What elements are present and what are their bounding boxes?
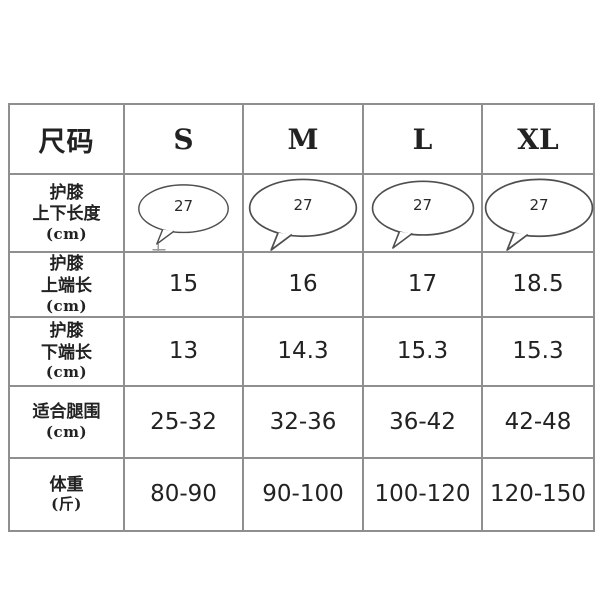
- value-cell: 25-32: [123, 384, 244, 459]
- value-cell: 100-120: [362, 456, 483, 532]
- value-cell: 27: [123, 173, 244, 253]
- table-row-overall-length: 护膝 上下长度 (cm) 27: [8, 173, 595, 253]
- header-row: 尺码 S M L XL: [8, 103, 595, 175]
- row-label-line: 护膝: [49, 254, 84, 273]
- value-cell: 27: [242, 173, 364, 253]
- value-cell: 13: [123, 315, 244, 387]
- table-row-top-length: 护膝 上端长 (cm) 15 16 17 18.5: [8, 251, 595, 318]
- value-cell: 18.5: [481, 251, 595, 318]
- row-label-leg-circumference: 适合腿围 (cm): [8, 384, 125, 459]
- value-cell: 27: [481, 173, 595, 253]
- value-cell: 36-42: [362, 384, 483, 459]
- value-cell: 15: [123, 251, 244, 318]
- value-cell: 32-36: [242, 384, 364, 459]
- speech-bubble-icon: 27: [370, 178, 476, 249]
- row-label-unit: (cm): [45, 422, 88, 441]
- table-row-bottom-length: 护膝 下端长 (cm) 13 14.3 15.3 15.3: [8, 315, 595, 387]
- value-cell: 15.3: [481, 315, 595, 387]
- table-row-leg-circumference: 适合腿围 (cm) 25-32 32-36 36-42 42-48: [8, 384, 595, 459]
- row-label-bottom-length: 护膝 下端长 (cm): [8, 315, 125, 387]
- value-cell: 14.3: [242, 315, 364, 387]
- size-table-grid: 尺码 S M L XL 护膝 上下长度 (cm): [8, 103, 595, 532]
- value-cell: 42-48: [481, 384, 595, 459]
- row-label-line: 下端长: [41, 342, 92, 362]
- row-label-line: 上下长度: [32, 204, 101, 224]
- size-col-s: S: [123, 103, 244, 175]
- row-label-unit: (cm): [45, 363, 88, 382]
- value-cell: 15.3: [362, 315, 483, 387]
- speech-bubble-icon: 27: [483, 175, 595, 251]
- size-col-l: L: [362, 103, 483, 175]
- bubble-value: 27: [529, 195, 549, 214]
- size-col-m: M: [242, 103, 364, 175]
- row-label-unit: (cm): [45, 296, 88, 315]
- row-label-line: 上端长: [41, 275, 92, 295]
- value-cell: 120-150: [481, 456, 595, 532]
- bubble-value: 27: [173, 197, 194, 216]
- row-label-top-length: 护膝 上端长 (cm): [8, 251, 125, 318]
- row-label-line: 适合腿围: [32, 402, 101, 422]
- value-cell: 27: [362, 173, 483, 253]
- size-table: 尺码 S M L XL 护膝 上下长度 (cm): [8, 103, 595, 532]
- bubble-value: 27: [412, 196, 433, 215]
- bubble-value: 27: [293, 195, 313, 214]
- value-cell: 90-100: [242, 456, 364, 532]
- value-cell: 17: [362, 251, 483, 318]
- row-label-line: 体重: [49, 474, 84, 494]
- row-label-overall-length: 护膝 上下长度 (cm): [8, 173, 125, 253]
- row-label-line: 护膝: [49, 182, 84, 202]
- row-label-unit: (斤): [51, 495, 82, 514]
- speech-bubble-icon: 27: [247, 176, 359, 251]
- speech-bubble-icon: 27: [136, 182, 231, 253]
- row-label-body-weight: 体重 (斤): [8, 456, 125, 532]
- row-label-line: 护膝: [49, 320, 84, 340]
- table-row-body-weight: 体重 (斤) 80-90 90-100 100-120 120-150: [8, 456, 595, 532]
- size-col-xl: XL: [481, 103, 595, 175]
- size-header-label: 尺码: [8, 103, 125, 175]
- row-label-unit: (cm): [45, 225, 88, 244]
- value-cell: 80-90: [123, 456, 244, 532]
- value-cell: 16: [242, 251, 364, 318]
